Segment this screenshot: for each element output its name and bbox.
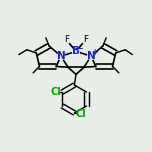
Text: Cl: Cl: [75, 109, 86, 119]
Text: B: B: [72, 46, 80, 56]
Circle shape: [88, 53, 95, 60]
Text: N: N: [87, 51, 95, 61]
Text: Cl: Cl: [51, 87, 61, 97]
Circle shape: [82, 36, 89, 43]
Text: N: N: [57, 51, 65, 61]
Circle shape: [73, 48, 79, 55]
Circle shape: [57, 53, 64, 60]
Text: −: −: [74, 42, 84, 55]
Text: +: +: [91, 48, 97, 57]
Text: F: F: [64, 35, 69, 45]
Circle shape: [63, 36, 70, 43]
Text: F: F: [83, 35, 88, 45]
